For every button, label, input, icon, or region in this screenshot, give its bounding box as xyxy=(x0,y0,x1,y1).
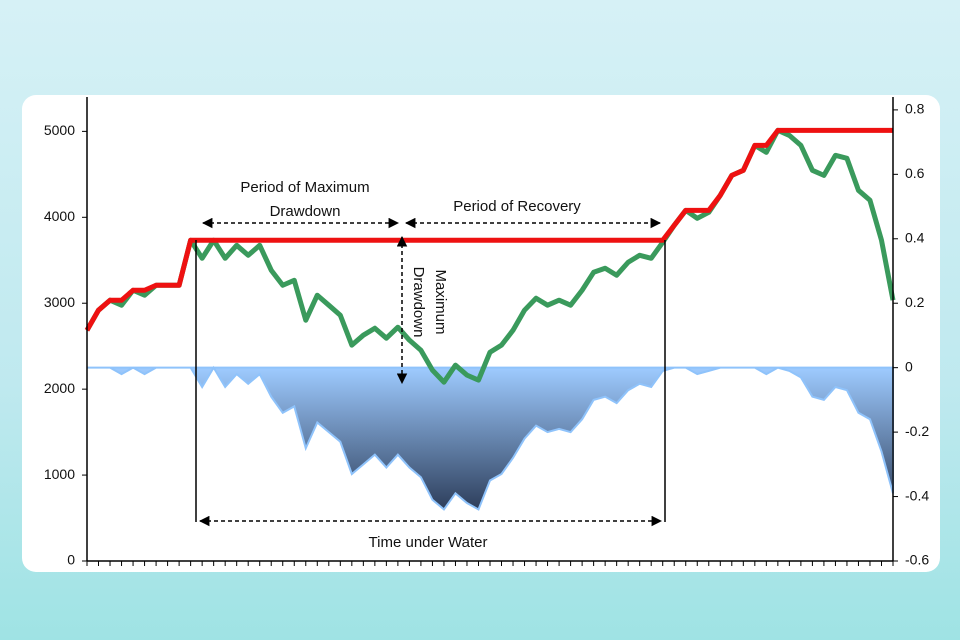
y2-tick-label: 0.8 xyxy=(905,101,925,117)
annotation: Maximum xyxy=(432,269,449,334)
y-tick-label: 4000 xyxy=(44,208,75,224)
high-water-line xyxy=(84,127,893,332)
annotation: Period of Maximum xyxy=(240,179,369,196)
y2-tick-label: 0.2 xyxy=(905,294,925,310)
annotation: Time under Water xyxy=(369,534,488,551)
annotations: Period of Maximum Drawdown Period of Rec… xyxy=(195,179,666,551)
y2-tick-label: 0.4 xyxy=(905,229,925,245)
y2-tick-label: -0.4 xyxy=(905,487,929,503)
y-tick-label: 2000 xyxy=(44,380,75,396)
annotation: Period of Recovery xyxy=(453,198,581,215)
equity-line xyxy=(84,127,896,385)
plot: 0 1000 2000 3000 4000 5000 -0.6 -0.4 -0.2 0 0.2 0.4… xyxy=(44,97,929,568)
y2-tick-label: -0.2 xyxy=(905,423,929,439)
y-tick-label: 0 xyxy=(67,552,75,568)
annotation: Drawdown xyxy=(410,267,427,338)
y-tick-label: 5000 xyxy=(44,122,75,138)
annotation: Drawdown xyxy=(270,203,341,220)
y-tick-label: 3000 xyxy=(44,294,75,310)
y2-tick-label: 0.6 xyxy=(905,165,925,181)
y2-tick-label: 0 xyxy=(905,358,913,374)
y2-tick-label: -0.6 xyxy=(905,552,929,568)
drawdown-area xyxy=(87,365,894,511)
y-tick-label: 1000 xyxy=(44,466,75,482)
